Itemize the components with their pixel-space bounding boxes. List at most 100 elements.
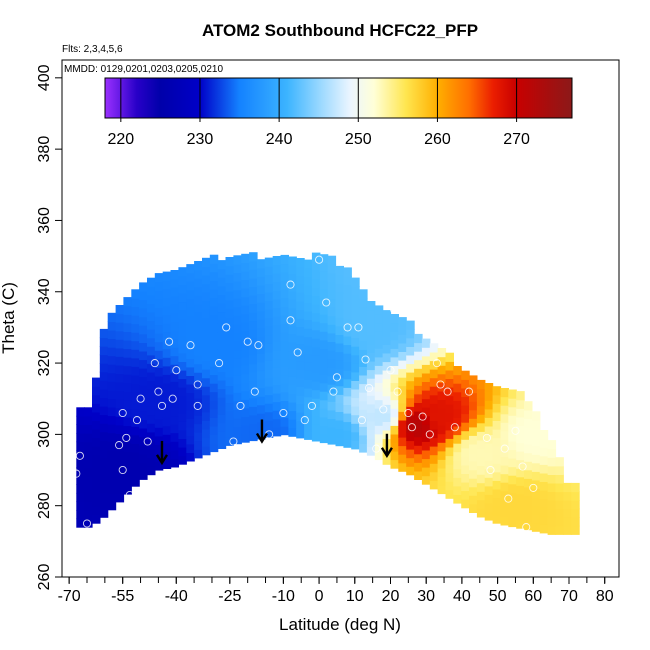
heatmap-cell <box>194 278 203 288</box>
heatmap-cell <box>390 408 399 418</box>
heatmap-cell <box>272 401 282 411</box>
heatmap-cell <box>327 324 337 334</box>
sample-point <box>243 337 252 346</box>
heatmap-cell <box>531 522 541 532</box>
heatmap-cell <box>429 411 439 421</box>
heatmap-cell <box>264 377 274 387</box>
heatmap-cell <box>343 293 352 303</box>
sample-point <box>222 323 231 332</box>
heatmap-cell <box>225 291 234 301</box>
heatmap-cell <box>233 400 242 410</box>
tropopause-arrow <box>380 433 393 459</box>
sample-point <box>482 433 491 442</box>
heatmap-cell <box>311 295 321 305</box>
heatmap-cell <box>139 342 148 352</box>
heatmap-cell <box>335 377 344 387</box>
heatmap-cell <box>437 356 447 366</box>
heatmap-cell <box>351 406 360 416</box>
heatmap-cell <box>115 313 125 323</box>
plot-frame <box>61 59 620 578</box>
heatmap-cell <box>257 413 266 423</box>
heatmap-cell <box>186 383 195 394</box>
heatmap-cell <box>343 361 352 371</box>
heatmap-cell <box>217 362 227 372</box>
heatmap-cell <box>429 471 439 481</box>
heatmap-cell <box>398 411 407 421</box>
heatmap-cell <box>233 323 242 333</box>
heatmap-cell <box>194 449 203 459</box>
heatmap-cell <box>233 383 242 393</box>
heatmap-cell <box>162 459 172 469</box>
heatmap-cell <box>461 456 470 466</box>
sample-point <box>168 394 177 403</box>
heatmap-cell <box>445 455 454 465</box>
heatmap-cell <box>500 430 509 440</box>
heatmap-cell <box>154 333 164 343</box>
sample-point <box>518 462 527 471</box>
heatmap-cell <box>123 382 132 392</box>
sample-point <box>229 437 238 446</box>
heatmap-cell <box>531 454 541 464</box>
heatmap-cell <box>437 348 447 358</box>
heatmap-cell <box>264 308 274 319</box>
heatmap-cell <box>445 378 454 388</box>
heatmap-cell <box>170 415 179 425</box>
heatmap-cell <box>469 401 478 411</box>
heatmap-cell <box>123 314 132 324</box>
heatmap-cell <box>123 416 132 427</box>
heatmap-cell <box>241 270 250 281</box>
heatmap-cell <box>531 419 541 430</box>
heatmap-cell <box>194 432 203 442</box>
heatmap-cell <box>115 476 125 486</box>
heatmap-cell <box>366 318 376 328</box>
mmdd-annotation: MMDD: 0129,0201,0203,0205,0210 <box>64 64 223 75</box>
heatmap-cell <box>500 499 509 509</box>
heatmap-cell <box>84 415 93 425</box>
heatmap-cell <box>115 390 125 400</box>
heatmap-cell <box>500 413 509 423</box>
heatmap-cell <box>500 482 509 492</box>
heatmap-cell <box>492 446 502 456</box>
heatmap-cell <box>461 413 470 423</box>
heatmap-cell <box>154 307 164 317</box>
heatmap-cell <box>131 477 140 487</box>
heatmap-cell <box>469 392 478 402</box>
heatmap-cell <box>147 466 156 476</box>
heatmap-cell <box>217 345 227 355</box>
heatmap-cell <box>327 418 337 428</box>
heatmap-cell <box>154 367 164 377</box>
heatmap-cell <box>249 372 258 382</box>
heatmap-cell <box>264 291 274 301</box>
colorbar: 220 230 240 250 260 270 <box>104 77 573 148</box>
heatmap-cell <box>304 302 313 312</box>
heatmap-cell <box>209 263 219 273</box>
heatmap-cell <box>131 417 140 427</box>
heatmap-cell <box>154 435 164 445</box>
sample-point <box>132 416 142 425</box>
heatmap-cell <box>335 351 344 361</box>
heatmap-cell <box>280 374 289 384</box>
heatmap-cell <box>280 408 289 419</box>
heatmap-cell <box>202 317 211 327</box>
heatmap-cell <box>257 336 266 346</box>
heatmap-cell <box>217 320 227 330</box>
heatmap-cell <box>531 514 541 524</box>
heatmap-cell <box>304 353 313 363</box>
heatmap-cell <box>202 394 211 404</box>
heatmap-cell <box>327 307 337 317</box>
heatmap-cell <box>351 397 360 407</box>
heatmap-cell <box>311 286 321 296</box>
heatmap-cell <box>288 401 297 412</box>
heatmap-cell <box>131 383 140 393</box>
heatmap-cell <box>421 398 431 408</box>
heatmap-cell <box>398 445 407 455</box>
heatmap-cell <box>123 374 132 384</box>
heatmap-cell <box>241 433 250 443</box>
heatmap-cell <box>225 359 234 369</box>
heatmap-cell <box>296 326 305 336</box>
heatmap-cell <box>304 293 313 303</box>
heatmap-cell <box>351 311 360 322</box>
heatmap-cell <box>217 268 227 278</box>
heatmap-cell <box>249 363 258 373</box>
x-tick-label: 40 <box>453 588 471 605</box>
